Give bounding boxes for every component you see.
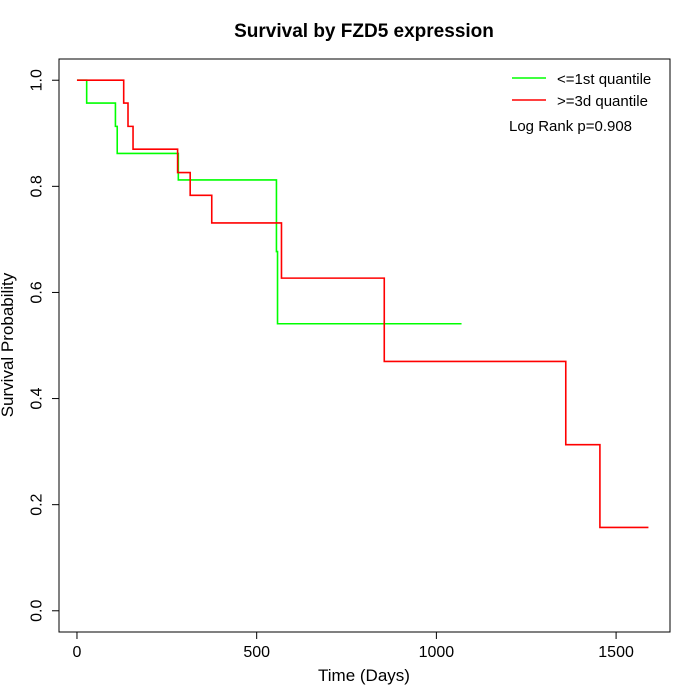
series-line-1 xyxy=(76,79,462,325)
legend: <=1st quantile >=3d quantile xyxy=(512,71,651,110)
y-axis: 0.0 0.2 0.4 0.6 0.8 1.0 xyxy=(29,69,60,622)
x-tick-label: 1000 xyxy=(419,644,455,661)
log-rank-annotation: Log Rank p=0.908 xyxy=(509,118,632,135)
plot-frame xyxy=(58,58,671,633)
x-tick-label: 1500 xyxy=(598,644,634,661)
legend-label-series-1: <=1st quantile xyxy=(557,71,651,88)
y-tick-label: 0.0 xyxy=(29,600,46,622)
x-tick-label: 0 xyxy=(73,644,82,661)
x-axis-label: Time (Days) xyxy=(318,666,410,685)
chart-title: Survival by FZD5 expression xyxy=(234,21,494,42)
legend-label-series-2: >=3d quantile xyxy=(557,93,648,110)
y-tick-label: 1.0 xyxy=(29,69,46,91)
x-axis: 0 500 1000 1500 xyxy=(73,631,634,661)
y-tick-label: 0.2 xyxy=(29,493,46,515)
series-line-2 xyxy=(76,79,649,529)
y-tick-label: 0.8 xyxy=(29,175,46,197)
y-tick-label: 0.6 xyxy=(29,281,46,303)
series-layer xyxy=(76,79,649,529)
x-tick-label: 500 xyxy=(243,644,270,661)
y-tick-label: 0.4 xyxy=(29,387,46,409)
y-axis-label: Survival Probability xyxy=(0,272,17,417)
